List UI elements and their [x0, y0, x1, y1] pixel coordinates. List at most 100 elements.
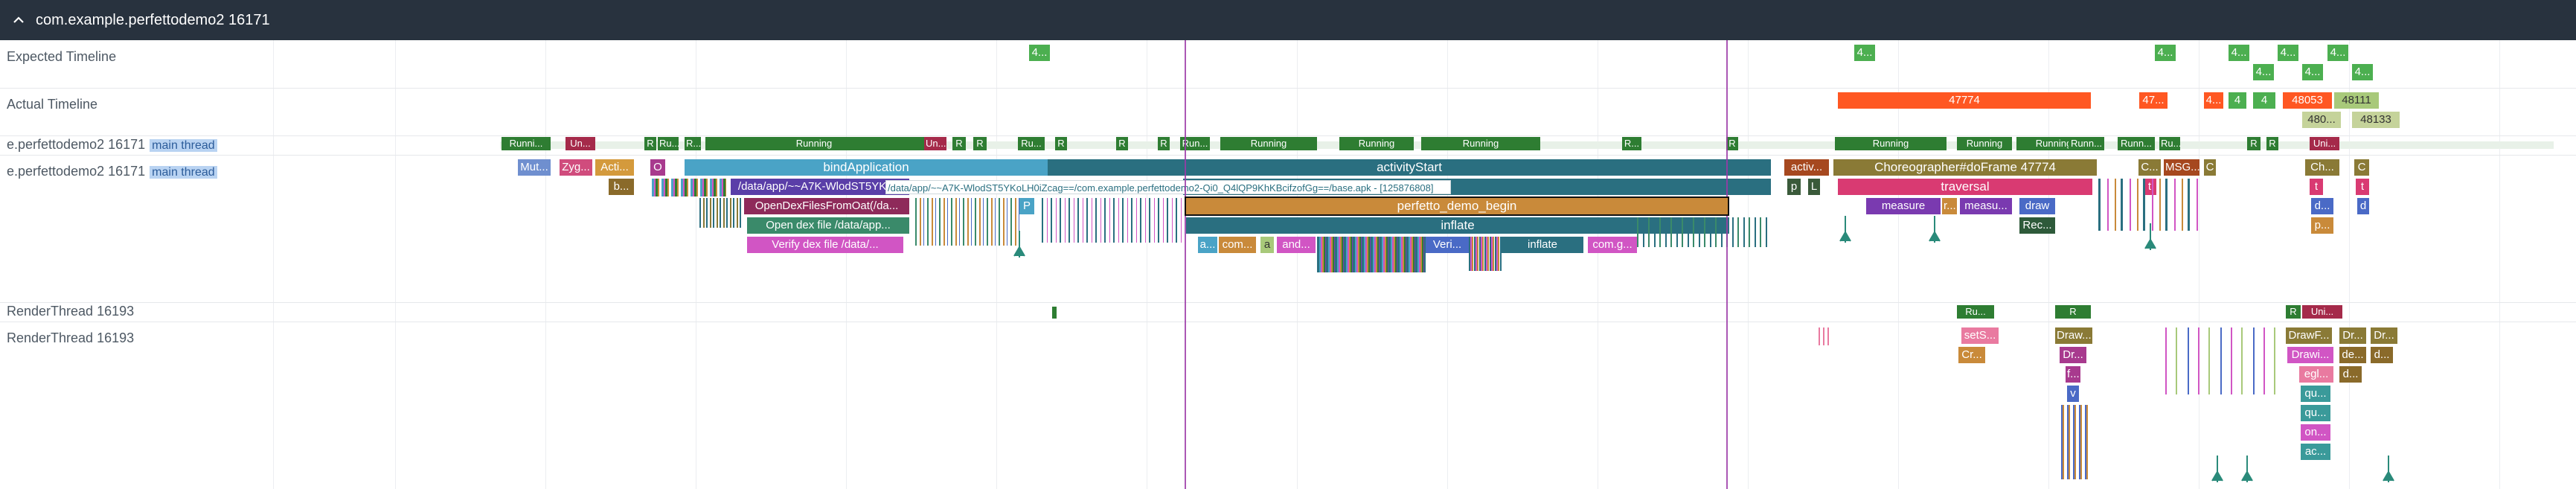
trace-slice[interactable]: activ...: [1784, 159, 1829, 176]
bind-application-slice[interactable]: bindApplication: [685, 159, 1048, 176]
expected-frame-slice[interactable]: 4...: [1854, 45, 1875, 61]
trace-slice[interactable]: Dr...: [2060, 347, 2086, 363]
expected-timeline-track[interactable]: Expected Timeline: [0, 40, 2576, 89]
trace-slice[interactable]: d...: [2371, 347, 2393, 363]
thread-state-running[interactable]: R...: [685, 137, 701, 150]
trace-slice[interactable]: d...: [2339, 366, 2362, 383]
choreographer-doframe-slice[interactable]: Choreographer#doFrame 47774: [1833, 159, 2097, 176]
actual-frame-slice-late[interactable]: 47774: [1838, 92, 2091, 109]
thread-state-running[interactable]: R: [1116, 137, 1128, 150]
expected-frame-slice[interactable]: 4...: [2278, 45, 2298, 61]
trace-slice[interactable]: Cr...: [1958, 347, 1985, 363]
trace-slice[interactable]: qu...: [2301, 386, 2330, 402]
expected-frame-slice[interactable]: 4...: [2302, 64, 2323, 80]
thread-state-running[interactable]: R...: [1622, 137, 1641, 150]
trace-slice[interactable]: Dr...: [2371, 327, 2397, 344]
trace-slice[interactable]: setS...: [1961, 327, 1999, 344]
expected-frame-slice[interactable]: 4...: [1029, 45, 1050, 61]
trace-slice[interactable]: Veri...: [1426, 237, 1469, 253]
thread-state-running[interactable]: Ru...: [658, 137, 679, 150]
render-thread-state-track[interactable]: RenderThread 16193: [0, 302, 2576, 322]
trace-slice[interactable]: DrawF...: [2286, 327, 2332, 344]
trace-slice[interactable]: p: [1787, 179, 1801, 195]
thread-state-running[interactable]: Running: [1220, 137, 1317, 150]
thread-state-uninterruptible[interactable]: Uni...: [2310, 137, 2339, 150]
trace-slice[interactable]: a: [1260, 237, 1274, 253]
trace-slice[interactable]: Rec...: [2019, 217, 2055, 234]
traversal-slice[interactable]: traversal: [1838, 179, 2092, 195]
trace-slice[interactable]: com.g...: [1588, 237, 1637, 253]
thread-state-running[interactable]: R: [2055, 305, 2091, 319]
thread-state-running[interactable]: R: [973, 137, 987, 150]
main-thread-state-track[interactable]: e.perfettodemo2 16171 main thread: [0, 135, 2576, 156]
trace-slice[interactable]: ac...: [2301, 444, 2330, 460]
thread-state-running[interactable]: Ru...: [1957, 305, 1994, 319]
trace-slice[interactable]: b...: [609, 179, 634, 195]
thread-state-uninterruptible[interactable]: Un...: [565, 137, 595, 150]
trace-slice[interactable]: C...: [2138, 159, 2161, 176]
thread-state-running[interactable]: R: [1055, 137, 1067, 150]
thread-state-running[interactable]: R: [644, 137, 656, 150]
thread-state-running[interactable]: Running: [1835, 137, 1947, 150]
trace-slice[interactable]: inflate: [1502, 237, 1583, 253]
thread-state-running[interactable]: Ru...: [1018, 137, 1045, 150]
thread-state-running[interactable]: R: [952, 137, 966, 150]
thread-state-running[interactable]: Run...: [1180, 137, 1210, 150]
expected-frame-slice[interactable]: 4...: [2155, 45, 2176, 61]
process-header[interactable]: com.example.perfettodemo2 16171: [0, 0, 2576, 40]
thread-state-running[interactable]: Running: [705, 137, 923, 150]
trace-slice[interactable]: t: [2356, 179, 2369, 195]
trace-slice[interactable]: f...: [2066, 366, 2080, 383]
inflate-slice[interactable]: inflate: [1186, 217, 1729, 234]
expected-frame-slice[interactable]: 4...: [2352, 64, 2373, 80]
thread-state-running[interactable]: R: [2286, 305, 2301, 319]
trace-slice[interactable]: P: [1019, 198, 1034, 214]
actual-timeline-track[interactable]: Actual Timeline: [0, 88, 2576, 136]
thread-state-running[interactable]: Running: [1421, 137, 1540, 150]
actual-frame-slice-late[interactable]: 47...: [2139, 92, 2168, 109]
draw-slice[interactable]: draw: [2019, 198, 2055, 214]
thread-state-running[interactable]: Runn...: [2118, 137, 2155, 150]
trace-slice[interactable]: OpenDexFilesFromOat(/da...: [744, 198, 909, 214]
trace-slice[interactable]: Ch...: [2305, 159, 2339, 176]
trace-slice[interactable]: Draw...: [2055, 327, 2092, 344]
trace-slice[interactable]: C: [2204, 159, 2216, 176]
trace-slice[interactable]: measu...: [1960, 198, 2012, 214]
trace-slice[interactable]: qu...: [2301, 405, 2330, 421]
chevron-up-icon[interactable]: [12, 13, 25, 27]
trace-slice[interactable]: v: [2067, 386, 2079, 402]
thread-state-running[interactable]: R: [1158, 137, 1170, 150]
trace-slice[interactable]: and...: [1277, 237, 1316, 253]
actual-frame-slice[interactable]: 4: [2229, 92, 2246, 109]
trace-slice[interactable]: L: [1808, 179, 1820, 195]
trace-slice[interactable]: C: [2354, 159, 2369, 176]
trace-slice[interactable]: d: [2357, 198, 2369, 214]
thread-state-running[interactable]: Running: [1339, 137, 1414, 150]
expected-frame-slice[interactable]: 4...: [2327, 45, 2348, 61]
thread-state-running[interactable]: Running: [1957, 137, 2012, 150]
thread-state-running[interactable]: R: [2247, 137, 2261, 150]
thread-state-running[interactable]: Runn...: [2069, 137, 2104, 150]
trace-slice[interactable]: Acti...: [595, 159, 634, 176]
trace-slice[interactable]: Mut...: [518, 159, 551, 176]
trace-slice[interactable]: de...: [2339, 347, 2366, 363]
thread-state-uninterruptible[interactable]: Un...: [924, 137, 946, 150]
main-thread-slice-track[interactable]: e.perfettodemo2 16171 main thread: [0, 155, 2576, 303]
trace-slice[interactable]: MSG...: [2164, 159, 2199, 176]
actual-frame-slice[interactable]: 480...: [2302, 112, 2341, 128]
trace-slice[interactable]: Open dex file /data/app...: [747, 217, 909, 234]
perfetto-demo-begin-slice[interactable]: perfetto_demo_begin: [1185, 196, 1729, 216]
trace-slice[interactable]: p...: [2311, 217, 2333, 234]
actual-frame-slice[interactable]: 4: [2253, 92, 2275, 109]
trace-slice[interactable]: Verify dex file /data/...: [747, 237, 903, 253]
activity-start-slice[interactable]: activityStart: [1048, 159, 1771, 176]
expected-frame-slice[interactable]: 4...: [2253, 64, 2274, 80]
thread-state-running[interactable]: Runni...: [502, 137, 551, 150]
trace-slice[interactable]: Drawi...: [2287, 347, 2333, 363]
thread-state-running[interactable]: R: [2266, 137, 2278, 150]
trace-slice[interactable]: O: [650, 159, 665, 176]
thread-state-running[interactable]: R: [1726, 137, 1738, 150]
thread-state-running[interactable]: Ru...: [2159, 137, 2180, 150]
trace-slice[interactable]: com...: [1219, 237, 1256, 253]
thread-state-uninterruptible[interactable]: Uni...: [2302, 305, 2342, 319]
